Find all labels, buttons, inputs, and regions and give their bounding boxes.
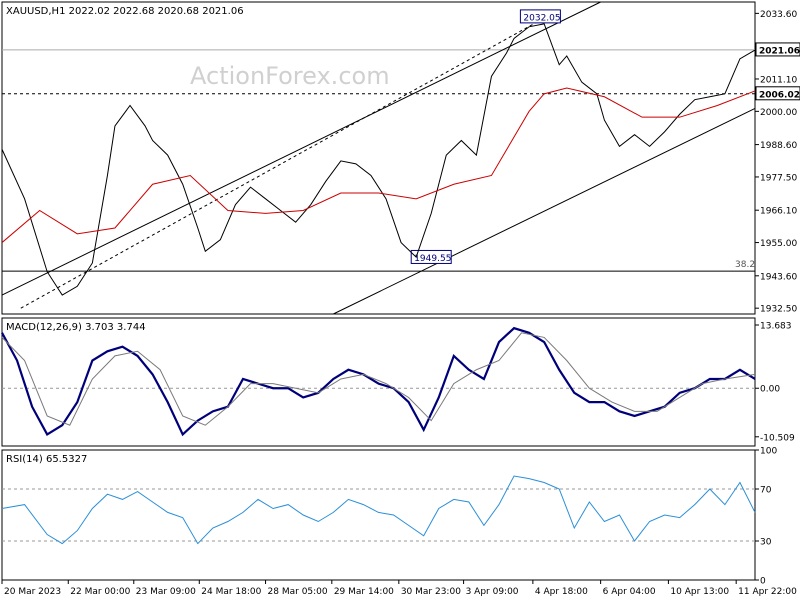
annotation-box-1 xyxy=(410,249,452,264)
series-2-rsi xyxy=(1,475,756,545)
series-0-close xyxy=(1,23,756,296)
dashed-level-tag: 2006.02 xyxy=(759,90,800,100)
series-1-signal xyxy=(1,332,756,426)
y-tick-label-0-5: 1977.50 xyxy=(760,173,797,183)
panel-header-1: MACD(12,26,9) 3.703 3.744 xyxy=(6,322,146,333)
y-tick-label-0-2: 2011.10 xyxy=(760,75,797,85)
annotation-1: 1949.55 xyxy=(414,254,451,264)
y-tick-label-0-7: 1955.00 xyxy=(760,239,797,249)
y-tick-label-0-0: 2033.60 xyxy=(760,10,797,20)
y-tick-label-2-3: 0 xyxy=(760,577,766,587)
panel-header-2: RSI(14) 65.5327 xyxy=(6,454,87,465)
y-tick-label-1-2: -10.509 xyxy=(760,433,795,443)
panel-frame-0 xyxy=(1,1,756,315)
watermark: ActionForex.com xyxy=(190,62,390,90)
annotation-0: 2032.05 xyxy=(523,13,560,23)
x-tick-label-9: 6 Apr 04:00 xyxy=(603,587,656,597)
x-tick-label-8: 4 Apr 18:00 xyxy=(535,587,588,597)
x-tick-label-3: 24 Mar 18:00 xyxy=(201,587,261,597)
x-tick-label-4: 28 Mar 05:00 xyxy=(268,587,328,597)
x-tick-label-5: 29 Mar 14:00 xyxy=(334,587,394,597)
price-tag: 2021.06 xyxy=(759,46,800,56)
annotation-box-0 xyxy=(519,9,561,24)
channel-line-0 xyxy=(1,1,601,296)
x-tick-label-11: 11 Apr 22:00 xyxy=(738,587,797,597)
price-tag-box xyxy=(755,42,800,57)
panel-header-0: XAUUSD,H1 2022.02 2022.68 2020.68 2021.0… xyxy=(6,6,244,17)
y-tick-label-1-0: 13.683 xyxy=(760,322,792,332)
y-tick-label-2-0: 100 xyxy=(760,447,777,457)
x-tick-label-2: 23 Mar 09:00 xyxy=(136,587,196,597)
x-tick-label-1: 22 Mar 00:00 xyxy=(70,587,130,597)
fib-label: 38.2 xyxy=(735,260,755,270)
y-tick-label-2-1: 70 xyxy=(760,486,772,496)
x-tick-label-0: 20 Mar 2023 xyxy=(4,587,61,597)
channel-line-2 xyxy=(20,17,545,309)
y-tick-label-0-8: 1943.60 xyxy=(760,272,797,282)
y-tick-label-0-3: 2000.00 xyxy=(760,108,797,118)
y-tick-label-1-1: 0.00 xyxy=(760,385,780,395)
y-tick-label-0-4: 1988.60 xyxy=(760,141,797,151)
x-tick-label-6: 30 Mar 23:00 xyxy=(401,587,461,597)
dashed-level-tag-box xyxy=(755,86,800,101)
x-tick-label-10: 10 Apr 13:00 xyxy=(670,587,729,597)
channel-line-1 xyxy=(333,107,756,315)
y-tick-label-0-6: 1966.10 xyxy=(760,207,797,217)
series-0-ma xyxy=(1,87,756,243)
y-tick-label-2-2: 30 xyxy=(760,538,772,548)
panel-frame-1 xyxy=(1,317,756,447)
y-tick-label-0-9: 1932.50 xyxy=(760,305,797,315)
panel-frame-2 xyxy=(1,449,756,581)
x-tick-label-7: 3 Apr 09:00 xyxy=(466,587,519,597)
series-1-macd xyxy=(1,326,756,437)
